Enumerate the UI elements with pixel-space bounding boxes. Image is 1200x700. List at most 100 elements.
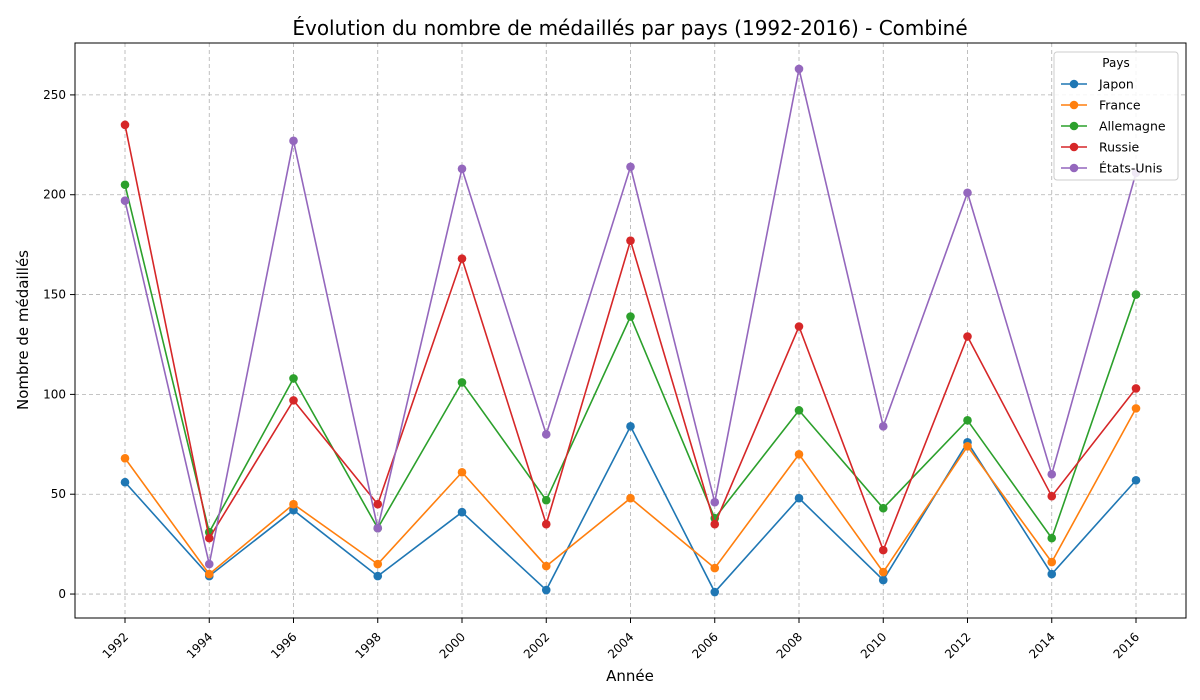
series-2-group bbox=[120, 180, 1141, 543]
x-tick-label: 1992 bbox=[100, 630, 131, 661]
series-1-point bbox=[1047, 557, 1057, 567]
series-0-point bbox=[289, 505, 298, 515]
legend-label: Russie bbox=[1099, 140, 1140, 155]
series-0-point bbox=[1047, 569, 1057, 579]
series-2-point bbox=[963, 416, 972, 425]
series-2-point bbox=[120, 180, 130, 190]
series-4-point bbox=[1047, 469, 1057, 479]
y-tick-label: 250 bbox=[43, 88, 66, 102]
series-1-point bbox=[373, 559, 383, 569]
legend-title: Pays bbox=[1102, 56, 1129, 70]
series-0-point bbox=[120, 477, 130, 487]
x-tick-label: 1998 bbox=[352, 630, 383, 661]
x-tick-label: 2000 bbox=[437, 630, 468, 661]
series-4-point bbox=[204, 559, 214, 569]
x-tick-label: 1994 bbox=[184, 630, 215, 661]
x-tick-label: 2010 bbox=[858, 630, 889, 661]
series-2-point bbox=[878, 503, 888, 513]
series-3-group bbox=[120, 120, 1141, 555]
legend-item: Russie bbox=[1061, 140, 1140, 155]
series-3-point bbox=[120, 120, 130, 130]
legend-swatch-marker bbox=[1069, 142, 1079, 152]
series-3-point bbox=[1131, 384, 1141, 393]
series-0-point bbox=[710, 587, 720, 597]
x-tick-label: 2008 bbox=[774, 630, 805, 661]
series-1-point bbox=[963, 441, 972, 451]
series-4-point bbox=[878, 422, 888, 431]
series-1-point bbox=[204, 569, 214, 579]
series-4-point bbox=[963, 188, 972, 198]
series-2-point bbox=[289, 374, 298, 383]
series-4-point bbox=[710, 497, 720, 507]
series-4-point bbox=[794, 64, 804, 74]
series-1-point bbox=[541, 561, 551, 571]
x-tick-label: 1996 bbox=[268, 630, 299, 661]
series-1-point bbox=[289, 499, 298, 509]
y-tick-label: 200 bbox=[43, 188, 66, 202]
x-tick-label: 2006 bbox=[689, 630, 720, 661]
series-2-point bbox=[1131, 290, 1141, 299]
legend-label: France bbox=[1099, 98, 1141, 113]
series-layer bbox=[120, 64, 1141, 597]
y-axis-label: Nombre de médaillés bbox=[14, 250, 32, 410]
series-4-point bbox=[457, 164, 467, 174]
series-3-point bbox=[541, 519, 551, 529]
series-3-point bbox=[373, 499, 383, 509]
series-0-point bbox=[541, 585, 551, 595]
series-0-point bbox=[878, 575, 888, 585]
series-2-point bbox=[541, 495, 551, 505]
series-0-point bbox=[626, 422, 635, 431]
x-tick-label: 2014 bbox=[1026, 630, 1057, 661]
chart-title: Évolution du nombre de médaillés par pay… bbox=[292, 16, 967, 40]
series-1-point bbox=[626, 493, 635, 503]
y-tick-label: 150 bbox=[43, 288, 66, 302]
series-3-point bbox=[878, 545, 888, 555]
x-tick-label: 2016 bbox=[1111, 630, 1142, 661]
x-tick-label: 2002 bbox=[521, 630, 552, 661]
series-4-point bbox=[289, 136, 298, 146]
series-4-point bbox=[373, 523, 383, 533]
grid-layer bbox=[75, 43, 1186, 618]
series-3-point bbox=[457, 254, 467, 263]
series-3-point bbox=[1047, 491, 1057, 501]
legend-label: États-Unis bbox=[1099, 161, 1162, 176]
series-3-point bbox=[626, 236, 635, 245]
x-axis-label: Année bbox=[606, 667, 654, 685]
series-2-point bbox=[794, 406, 804, 415]
legend-item: France bbox=[1061, 98, 1141, 113]
y-tick-label: 0 bbox=[58, 587, 66, 601]
legend-swatch-marker bbox=[1069, 121, 1079, 131]
series-1-point bbox=[710, 563, 720, 573]
legend-item: Japon bbox=[1061, 77, 1134, 92]
legend-item: Allemagne bbox=[1061, 119, 1166, 134]
y-tick-label: 50 bbox=[51, 487, 66, 501]
series-3-point bbox=[710, 519, 720, 529]
series-3-point bbox=[204, 533, 214, 543]
x-tick-label: 2004 bbox=[605, 630, 636, 661]
series-3-point bbox=[289, 396, 298, 405]
series-0-point bbox=[457, 507, 467, 517]
series-4-point bbox=[626, 162, 635, 172]
series-1-point bbox=[878, 567, 888, 577]
legend-items: Japon France Allemagne Russie États-Unis bbox=[1061, 77, 1166, 176]
series-1-point bbox=[1131, 404, 1141, 413]
series-0-point bbox=[794, 493, 804, 503]
x-tick-label: 2012 bbox=[942, 630, 973, 661]
legend-swatch-marker bbox=[1069, 163, 1079, 173]
series-2-point bbox=[1047, 533, 1057, 543]
legend-swatch-marker bbox=[1069, 100, 1079, 110]
legend-item: États-Unis bbox=[1061, 161, 1162, 176]
series-2-point bbox=[626, 312, 635, 321]
series-4-point bbox=[541, 430, 551, 439]
series-1-group bbox=[120, 404, 1141, 579]
legend-swatch-marker bbox=[1069, 79, 1079, 89]
legend: Pays Japon France Allemagne Russie États-Uni… bbox=[1053, 51, 1179, 181]
series-0-point bbox=[1131, 475, 1141, 485]
series-3-point bbox=[794, 322, 804, 331]
series-3-point bbox=[963, 332, 972, 341]
series-0-point bbox=[373, 571, 383, 581]
series-1-point bbox=[794, 449, 804, 459]
series-4-point bbox=[120, 196, 130, 206]
y-tick-label: 100 bbox=[43, 387, 66, 401]
